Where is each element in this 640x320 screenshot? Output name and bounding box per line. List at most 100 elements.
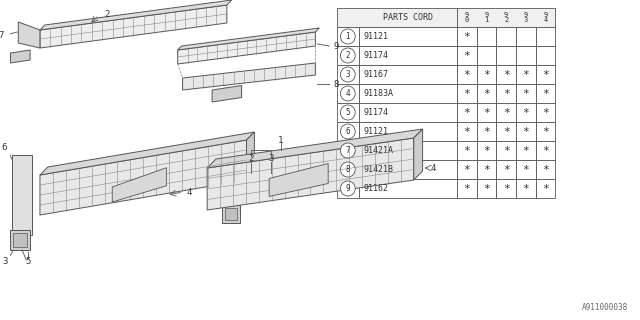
Polygon shape bbox=[207, 138, 413, 210]
Text: 91174: 91174 bbox=[364, 51, 388, 60]
Text: *: * bbox=[483, 89, 490, 99]
Bar bbox=[477, 122, 497, 141]
Bar bbox=[358, 65, 457, 84]
Bar bbox=[358, 179, 457, 198]
Text: 91162: 91162 bbox=[364, 184, 388, 193]
Circle shape bbox=[340, 29, 355, 44]
Text: 91167: 91167 bbox=[364, 70, 388, 79]
Bar bbox=[222, 205, 239, 223]
Polygon shape bbox=[112, 168, 166, 202]
Bar bbox=[477, 160, 497, 179]
Text: *: * bbox=[483, 69, 490, 79]
Bar bbox=[457, 27, 477, 46]
Bar bbox=[337, 8, 457, 27]
Bar bbox=[516, 84, 536, 103]
Text: *: * bbox=[483, 126, 490, 137]
Text: *: * bbox=[542, 183, 549, 194]
Text: *: * bbox=[463, 108, 470, 117]
Bar bbox=[477, 179, 497, 198]
Bar bbox=[457, 65, 477, 84]
Bar bbox=[457, 46, 477, 65]
Text: *: * bbox=[522, 183, 529, 194]
Bar bbox=[497, 103, 516, 122]
Text: 91183A: 91183A bbox=[364, 89, 394, 98]
Bar bbox=[337, 141, 358, 160]
Text: *: * bbox=[503, 89, 509, 99]
Text: *: * bbox=[522, 89, 529, 99]
Text: *: * bbox=[483, 146, 490, 156]
Bar bbox=[358, 160, 457, 179]
Bar bbox=[536, 46, 556, 65]
Text: *: * bbox=[463, 183, 470, 194]
Text: *: * bbox=[522, 69, 529, 79]
Bar bbox=[516, 122, 536, 141]
Text: 9
4: 9 4 bbox=[543, 12, 548, 23]
Text: 91174: 91174 bbox=[364, 108, 388, 117]
Text: 3: 3 bbox=[268, 154, 274, 163]
Text: *: * bbox=[463, 126, 470, 137]
Text: 6: 6 bbox=[2, 142, 7, 151]
Bar bbox=[457, 8, 556, 27]
Text: 9
3: 9 3 bbox=[524, 12, 528, 23]
Bar bbox=[457, 122, 477, 141]
Polygon shape bbox=[212, 85, 242, 102]
Text: *: * bbox=[463, 31, 470, 42]
Text: 5: 5 bbox=[26, 258, 31, 267]
Text: *: * bbox=[522, 108, 529, 117]
Polygon shape bbox=[19, 22, 40, 48]
Text: *: * bbox=[542, 126, 549, 137]
Bar bbox=[337, 160, 358, 179]
Text: *: * bbox=[463, 51, 470, 60]
Bar bbox=[536, 122, 556, 141]
Text: *: * bbox=[463, 164, 470, 174]
Bar bbox=[358, 46, 457, 65]
Bar bbox=[516, 179, 536, 198]
Circle shape bbox=[340, 181, 355, 196]
Text: *: * bbox=[483, 108, 490, 117]
Polygon shape bbox=[182, 63, 316, 90]
Bar bbox=[337, 179, 358, 198]
Bar bbox=[497, 179, 516, 198]
Text: PARTS CORD: PARTS CORD bbox=[383, 13, 433, 22]
Bar bbox=[10, 230, 30, 250]
Polygon shape bbox=[178, 32, 316, 64]
Text: *: * bbox=[522, 126, 529, 137]
Bar bbox=[225, 208, 237, 220]
Bar bbox=[358, 141, 457, 160]
Text: 2: 2 bbox=[249, 154, 254, 163]
Bar bbox=[337, 84, 358, 103]
Text: 2: 2 bbox=[346, 51, 350, 60]
Bar bbox=[457, 179, 477, 198]
Polygon shape bbox=[178, 28, 319, 50]
Polygon shape bbox=[269, 164, 328, 196]
Text: 91121: 91121 bbox=[364, 32, 388, 41]
Polygon shape bbox=[10, 50, 30, 63]
Text: *: * bbox=[503, 146, 509, 156]
Bar bbox=[536, 141, 556, 160]
Text: *: * bbox=[483, 183, 490, 194]
Bar bbox=[457, 160, 477, 179]
Text: *: * bbox=[542, 164, 549, 174]
Bar bbox=[477, 103, 497, 122]
Bar bbox=[337, 103, 358, 122]
Bar bbox=[497, 122, 516, 141]
Text: *: * bbox=[483, 164, 490, 174]
Bar bbox=[516, 27, 536, 46]
Bar bbox=[358, 84, 457, 103]
Text: 4: 4 bbox=[346, 89, 350, 98]
Polygon shape bbox=[40, 140, 246, 215]
Bar bbox=[536, 84, 556, 103]
Bar bbox=[497, 160, 516, 179]
Text: *: * bbox=[542, 69, 549, 79]
Text: *: * bbox=[522, 164, 529, 174]
Bar bbox=[477, 65, 497, 84]
Text: 91121: 91121 bbox=[364, 127, 388, 136]
Text: 1: 1 bbox=[278, 135, 284, 145]
Polygon shape bbox=[246, 132, 254, 180]
Text: *: * bbox=[522, 146, 529, 156]
Text: 1: 1 bbox=[346, 32, 350, 41]
Text: *: * bbox=[503, 126, 509, 137]
Bar bbox=[337, 46, 358, 65]
Text: 9: 9 bbox=[346, 184, 350, 193]
Text: 7: 7 bbox=[0, 30, 3, 39]
